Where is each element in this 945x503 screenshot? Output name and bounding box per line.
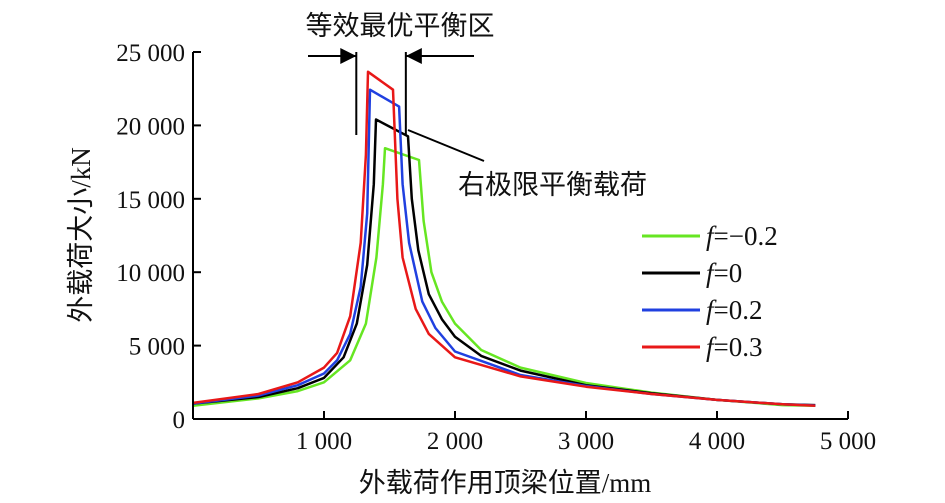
series-line-3: [192, 70, 816, 408]
annotations: 等效最优平衡区 右极限平衡载荷: [306, 11, 648, 200]
y-tick-label: 20 000: [116, 113, 185, 140]
x-tick-label: 3 000: [558, 428, 614, 455]
y-tick-label: 10 000: [116, 260, 185, 287]
x-tick-label: 4 000: [689, 428, 745, 455]
legend-label-2: f=0.2: [706, 295, 763, 325]
axes: 1 000 2 000 3 000 4 000 5 000 0 5 000 10 000 15 …: [116, 40, 876, 455]
legend-label-3: f=0.3: [706, 332, 763, 362]
y-tick-label: 25 000: [116, 40, 185, 67]
series-layer: [192, 70, 816, 408]
y-tick-label: 0: [173, 407, 186, 434]
legend-label-1: f=0: [706, 258, 742, 288]
x-axis-label: 外载荷作用顶梁位置/mm: [359, 468, 652, 498]
y-tick-label: 5 000: [129, 334, 185, 361]
legend-label-0: f=−0.2: [706, 221, 778, 251]
y-tick-label: 15 000: [116, 187, 185, 214]
right-limit-leader-line: [407, 129, 485, 162]
right-limit-label: 右极限平衡载荷: [458, 170, 647, 200]
zone-label: 等效最优平衡区: [306, 11, 495, 41]
x-tick-label: 1 000: [296, 428, 352, 455]
x-tick-label: 2 000: [427, 428, 483, 455]
x-tick-label: 5 000: [820, 428, 876, 455]
y-axis-label: 外载荷大小/kN: [66, 147, 96, 323]
legend: f=−0.2 f=0 f=0.2 f=0.3: [642, 221, 778, 362]
